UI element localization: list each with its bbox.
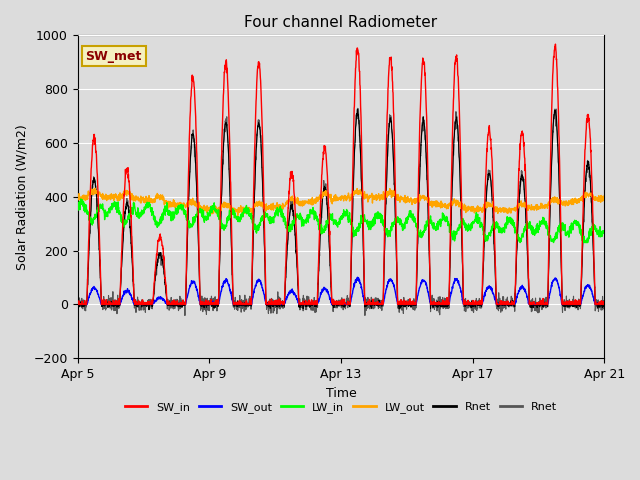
Y-axis label: Solar Radiation (W/m2): Solar Radiation (W/m2) xyxy=(15,124,28,270)
Title: Four channel Radiometer: Four channel Radiometer xyxy=(244,15,438,30)
X-axis label: Time: Time xyxy=(326,386,356,399)
Legend: SW_in, SW_out, LW_in, LW_out, Rnet, Rnet: SW_in, SW_out, LW_in, LW_out, Rnet, Rnet xyxy=(121,397,561,417)
Text: SW_met: SW_met xyxy=(86,49,142,62)
